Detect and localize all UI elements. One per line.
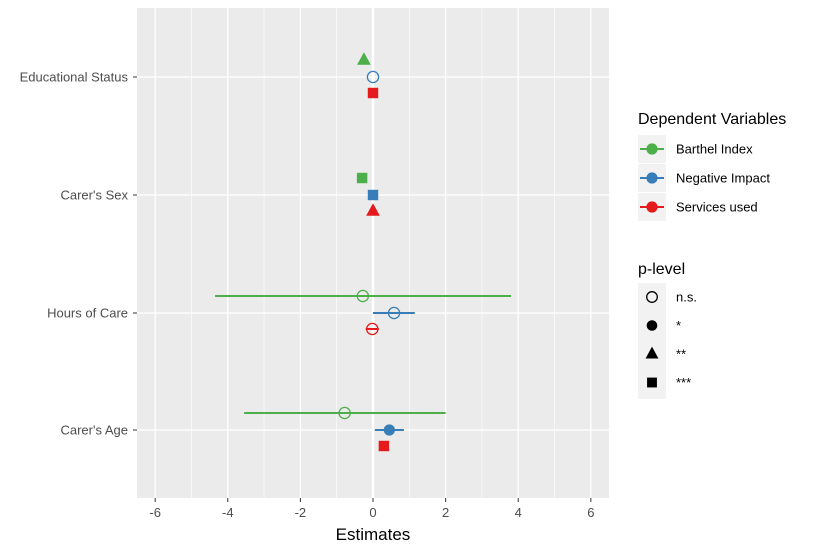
legend-label: n.s. bbox=[676, 290, 697, 305]
point-carer-s-age bbox=[338, 406, 351, 420]
x-tick-label: -4 bbox=[222, 505, 234, 520]
legend-dependent-variables: Barthel Index Negative Impact Services use… bbox=[638, 135, 770, 221]
y-tick-label-educational-status: Educational Status bbox=[20, 70, 129, 85]
legend: Dependent Variables Barthel Index Negativ… bbox=[638, 111, 786, 399]
series-services-used bbox=[365, 87, 390, 452]
y-axis: Educational Status Carer's Sex Hours of Ca… bbox=[20, 70, 137, 438]
legend-key-dot bbox=[646, 172, 658, 184]
series-negative-impact bbox=[366, 70, 415, 436]
legend-title-dependent-variables: Dependent Variables bbox=[638, 111, 786, 128]
legend-item-negative-impact: Negative Impact bbox=[638, 164, 770, 192]
legend-item-p-two-star: ** bbox=[645, 346, 686, 362]
legend-item-barthel-index: Barthel Index bbox=[638, 135, 753, 163]
legend-title-p-level: p-level bbox=[638, 261, 685, 278]
x-tick-label: 6 bbox=[587, 505, 594, 520]
legend-label: ** bbox=[676, 347, 686, 362]
point-educational-status bbox=[366, 70, 380, 84]
point-educational-status bbox=[357, 52, 371, 65]
legend-label: *** bbox=[676, 375, 691, 390]
point-carer-s-sex bbox=[356, 172, 368, 184]
legend-key-dot bbox=[646, 143, 658, 155]
point-carer-s-age bbox=[378, 440, 390, 452]
x-axis: -6 -4 -2 0 2 4 6 bbox=[149, 498, 594, 520]
series-barthel-index bbox=[215, 52, 511, 420]
legend-item-p-three-star: *** bbox=[647, 375, 691, 390]
legend-label: Barthel Index bbox=[676, 142, 753, 157]
x-axis-title: Estimates bbox=[336, 525, 411, 544]
point-hours-of-care bbox=[356, 289, 370, 303]
legend-key-open-circle bbox=[646, 291, 658, 303]
legend-item-services-used: Services used bbox=[638, 193, 758, 221]
y-tick-label-carer-s-sex: Carer's Sex bbox=[60, 188, 128, 203]
x-tick-label: 4 bbox=[515, 505, 522, 520]
legend-item-p-n-s: n.s. bbox=[646, 290, 697, 305]
y-tick-label-carer-s-age: Carer's Age bbox=[60, 423, 128, 438]
legend-label: * bbox=[676, 318, 681, 333]
x-tick-label: 0 bbox=[369, 505, 376, 520]
x-tick-label: -2 bbox=[295, 505, 307, 520]
legend-label: Negative Impact bbox=[676, 171, 770, 186]
point-educational-status bbox=[367, 87, 379, 99]
point-carer-s-sex bbox=[367, 189, 379, 201]
data-marks bbox=[215, 52, 511, 452]
legend-key-square bbox=[647, 377, 657, 388]
plot-panel bbox=[137, 8, 609, 498]
y-tick-label-hours-of-care: Hours of Care bbox=[47, 306, 128, 321]
point-carer-s-sex bbox=[366, 203, 380, 216]
point-hours-of-care bbox=[366, 322, 379, 336]
legend-key-filled-circle bbox=[646, 320, 658, 331]
x-tick-label: 2 bbox=[442, 505, 449, 520]
legend-key-triangle bbox=[645, 346, 659, 359]
point-hours-of-care bbox=[387, 306, 401, 320]
legend-key-dot bbox=[646, 201, 658, 213]
legend-label: Services used bbox=[676, 200, 758, 215]
point-carer-s-age bbox=[383, 424, 395, 436]
legend-item-p-one-star: * bbox=[646, 318, 681, 333]
legend-p-level: n.s.****** bbox=[638, 283, 697, 399]
x-tick-label: -6 bbox=[149, 505, 161, 520]
